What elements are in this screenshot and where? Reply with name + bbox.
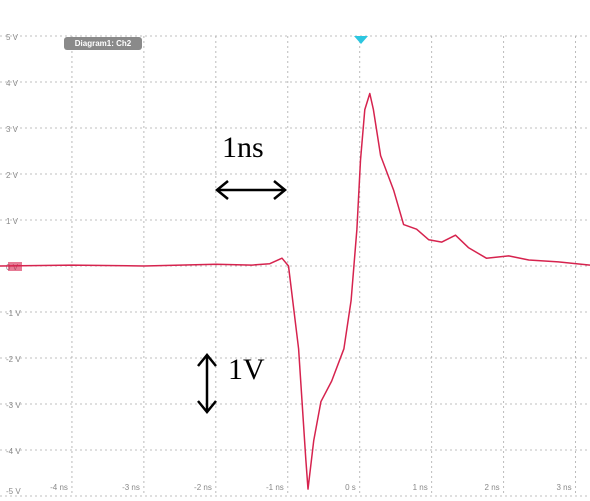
y-tick-label: 4 V [6,79,19,88]
x-tick-label: -2 ns [194,483,212,492]
time-arrow [215,180,287,200]
diagram-label: Diagram1: Ch2 [75,39,132,48]
y-tick-label: -5 V [6,487,21,496]
y-tick-label: 5 V [6,33,19,42]
x-tick-label: -4 ns [50,483,68,492]
y-tick-label: -2 V [6,355,21,364]
y-tick-label: 3 V [6,125,19,134]
x-tick-label: -3 ns [122,483,140,492]
x-tick-label: -1 ns [266,483,284,492]
time-scale-label: 1ns [222,131,264,164]
waveform [0,92,590,490]
x-tick-label: 0 s [345,483,356,492]
volt-arrow [197,353,217,414]
y-tick-label: -4 V [6,447,21,456]
x-tick-label: 3 ns [556,483,571,492]
y-tick-label: 1 V [6,217,19,226]
volt-scale-label: 1V [228,353,265,386]
trigger-marker [354,36,368,44]
x-tick-label: 2 ns [485,483,500,492]
y-tick-label: 2 V [6,171,19,180]
diagram-tab [64,37,142,50]
x-tick-label: 1 ns [413,483,428,492]
y-tick-label: -3 V [6,401,21,410]
y-tick-label: -1 V [6,309,21,318]
